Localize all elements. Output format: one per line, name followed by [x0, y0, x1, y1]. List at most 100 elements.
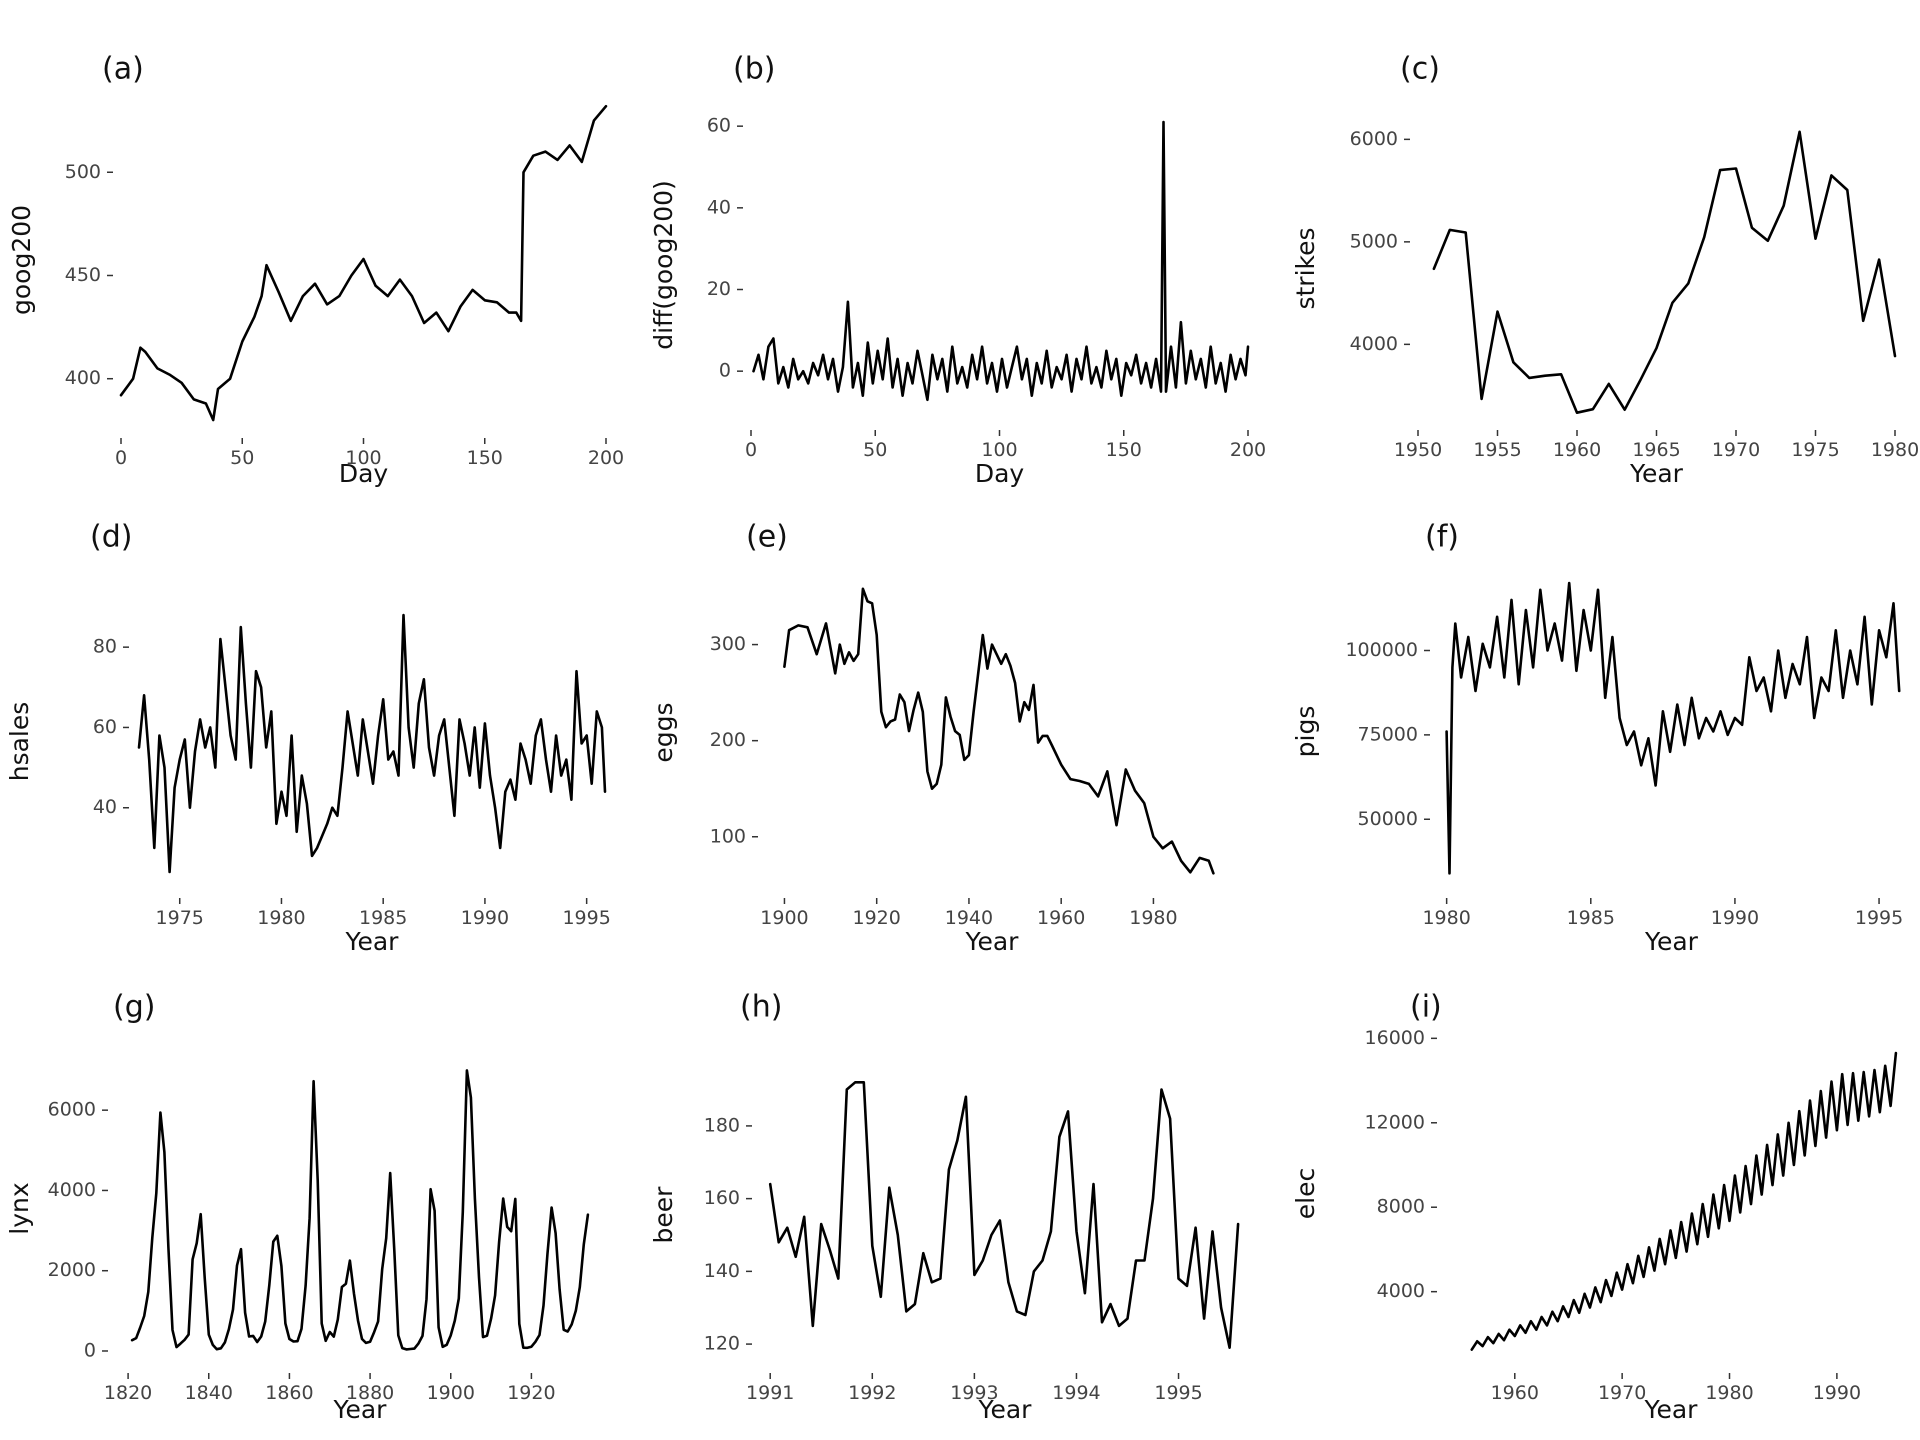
x-axis-title: Year: [1644, 927, 1699, 956]
y-axis-title: diff(goog200): [649, 180, 678, 350]
x-tick-label: 1860: [265, 1382, 313, 1404]
x-tick-label: 1990: [461, 907, 509, 929]
series-line-strikes: [1432, 130, 1897, 415]
y-axis-title: elec: [1291, 1168, 1320, 1219]
y-tick-label: 300: [710, 633, 746, 655]
panel-3: (c) 4000 5000 6000 1950 1955 1960 1965 1970 1975 1…: [1291, 52, 1919, 489]
y-tick-label: 60: [93, 716, 117, 738]
x-tick-label: 1960: [1037, 907, 1085, 929]
y-tick-label: 16000: [1365, 1027, 1425, 1049]
x-tick-label: 1940: [945, 907, 993, 929]
y-tick-label: 80: [93, 636, 117, 658]
y-tick-label: 6000: [1350, 128, 1398, 150]
y-axis-title: hsales: [5, 702, 34, 782]
x-tick-label: 1993: [950, 1382, 998, 1404]
y-axis-title: lynx: [5, 1182, 34, 1234]
x-tick-label: 1980: [1871, 439, 1919, 461]
y-tick-label: 4000: [1350, 333, 1398, 355]
x-axis-title: Year: [978, 1395, 1033, 1424]
y-tick-label: 100: [710, 825, 746, 847]
y-tick-label: 160: [704, 1187, 740, 1209]
y-tick-label: 0: [84, 1339, 96, 1361]
x-tick-label: 100: [345, 447, 381, 469]
y-tick-label: 40: [93, 796, 117, 818]
y-axis-title: strikes: [1291, 227, 1320, 309]
y-tick-label: 180: [704, 1114, 740, 1136]
x-tick-label: 1975: [156, 907, 204, 929]
y-tick-label: 120: [704, 1333, 740, 1355]
panel-6: (f) 50000 75000 100000 1980 1985 1990 1995 Year p…: [1291, 520, 1903, 957]
series-line-pigs: [1445, 581, 1901, 875]
x-tick-label: 1880: [346, 1382, 394, 1404]
panel-label: (e): [746, 520, 788, 555]
y-tick-label: 200: [710, 729, 746, 751]
y-tick-label: 4000: [48, 1179, 96, 1201]
y-tick-label: 0: [719, 360, 731, 382]
x-axis-title: Day: [339, 459, 389, 488]
series-line-hsales: [137, 613, 607, 874]
x-tick-label: 200: [1230, 439, 1266, 461]
x-axis-title: Year: [333, 1395, 388, 1424]
panel-label: (f): [1425, 520, 1459, 555]
y-tick-label: 40: [707, 196, 731, 218]
y-tick-label: 12000: [1365, 1111, 1425, 1133]
y-tick-label: 75000: [1358, 723, 1418, 745]
panel-label: (c): [1400, 52, 1440, 87]
y-axis-title: beer: [649, 1186, 678, 1244]
x-tick-label: 0: [115, 447, 127, 469]
series-line-elec: [1470, 1051, 1898, 1351]
x-tick-label: 1960: [1553, 439, 1601, 461]
x-tick-label: 50: [863, 439, 887, 461]
x-tick-label: 1980: [1422, 907, 1470, 929]
x-tick-label: 1960: [1491, 1382, 1539, 1404]
x-tick-label: 1970: [1598, 1382, 1646, 1404]
x-tick-label: 1995: [562, 907, 610, 929]
panel-label: (a): [102, 52, 144, 87]
y-tick-label: 450: [65, 264, 101, 286]
x-tick-label: 150: [1106, 439, 1142, 461]
series-line-goog200: [119, 104, 608, 422]
x-tick-label: 1985: [359, 907, 407, 929]
x-tick-label: 1970: [1712, 439, 1760, 461]
x-tick-label: 200: [588, 447, 624, 469]
x-tick-label: 1995: [1855, 907, 1903, 929]
y-tick-label: 140: [704, 1260, 740, 1282]
x-tick-label: 1985: [1567, 907, 1615, 929]
panel-9: (i) 4000 8000 12000 16000 1960 1970 1980 1990 Yea…: [1291, 990, 1898, 1424]
panel-label: (h): [740, 990, 782, 1025]
x-tick-label: 1920: [507, 1382, 555, 1404]
x-tick-label: 1955: [1473, 439, 1521, 461]
y-tick-label: 60: [707, 115, 731, 137]
x-tick-label: 1920: [853, 907, 901, 929]
x-tick-label: 50: [230, 447, 254, 469]
x-tick-label: 1900: [760, 907, 808, 929]
panel-label: (i): [1410, 990, 1442, 1025]
x-axis-title: Day: [975, 459, 1025, 488]
x-tick-label: 1975: [1791, 439, 1839, 461]
x-axis-title: Year: [1629, 459, 1684, 488]
x-tick-label: 1840: [185, 1382, 233, 1404]
y-tick-label: 4000: [1377, 1280, 1425, 1302]
y-tick-label: 20: [707, 278, 731, 300]
y-tick-label: 5000: [1350, 230, 1398, 252]
series-line-eggs: [783, 587, 1215, 875]
y-tick-label: 6000: [48, 1099, 96, 1121]
y-tick-label: 50000: [1358, 808, 1418, 830]
panel-label: (d): [90, 520, 132, 555]
x-tick-label: 1995: [1154, 1382, 1202, 1404]
x-tick-label: 1980: [1705, 1382, 1753, 1404]
x-axis-title: Year: [345, 927, 400, 956]
x-tick-label: 1990: [1711, 907, 1759, 929]
y-axis-title: eggs: [649, 702, 678, 762]
y-axis-title: goog200: [7, 205, 36, 315]
x-tick-label: 1820: [104, 1382, 152, 1404]
x-tick-label: 100: [981, 439, 1017, 461]
series-line-lynx: [130, 1069, 590, 1351]
panel-label: (g): [113, 990, 155, 1025]
x-axis-title: Year: [965, 927, 1020, 956]
x-axis-title: Year: [1644, 1395, 1699, 1424]
panel-2: (b) 0 20 40 60 0 50 100 150 200 Day diff(goog200): [649, 52, 1266, 489]
x-tick-label: 1950: [1394, 439, 1442, 461]
panel-4: (d) 40 60 80 1975 1980 1985 1990 1995 Year hsales: [5, 520, 611, 957]
